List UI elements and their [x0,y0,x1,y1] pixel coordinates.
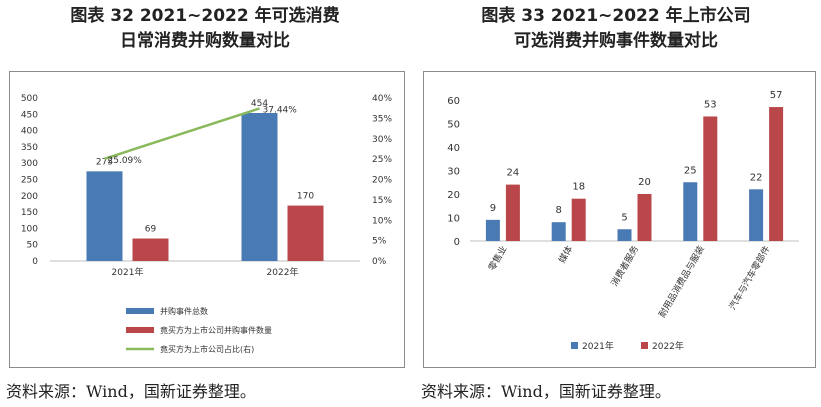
data-label: 275 [96,157,113,167]
data-label: 53 [704,99,717,110]
y-tick-label: 100 [21,224,38,234]
x-tick-label: 汽车与汽车零部件 [726,244,772,312]
data-label: 69 [145,225,157,235]
y-tick-label: 50 [27,241,39,251]
right-title-line2: 可选消费并购事件数量对比 [514,31,718,51]
bar [769,107,784,241]
y-tick-label: 40 [447,143,460,154]
x-tick-label: 2022年 [267,266,299,278]
y-tick-label: 50 [447,120,460,131]
data-label: 18 [572,182,585,193]
y-tick-label: 450 [21,110,38,120]
bar [505,184,520,241]
line-data-label: 37.44% [263,105,298,115]
y2-tick-label: 10% [372,216,392,226]
bar [749,189,764,241]
bar [703,116,718,241]
legend-label: 并购事件总数 [160,306,208,316]
data-label: 57 [770,90,783,101]
bar [86,171,123,261]
y2-tick-label: 30% [372,135,392,145]
y-tick-label: 250 [21,176,38,186]
y-tick-label: 400 [21,127,38,137]
left-chart-frame: 0 50 100 150 200 250 300 350 400 450 500 0% 5% 10% 15%… [9,71,405,368]
data-label: 20 [638,177,651,188]
bar [485,219,500,241]
bar [683,182,698,241]
y-tick-label: 350 [21,143,38,153]
left-chart: 0 50 100 150 200 250 300 350 400 450 500 0% 5% 10% 15%… [21,94,393,354]
y2-tick-label: 25% [372,155,392,165]
legend-swatch [126,308,154,314]
legend-label: 2021年 [582,340,614,352]
data-label: 454 [251,99,268,109]
y-tick-label: 20 [447,190,460,201]
y-tick-label: 10 [447,214,460,225]
y-tick-label: 0 [454,237,460,248]
bar [617,229,632,241]
bar [637,194,652,241]
data-label: 22 [750,172,763,183]
left-source-note: 资料来源：Wind，国新证券整理。 [6,382,256,401]
bar [551,222,566,241]
ratio-line [104,107,260,160]
right-title-line1: 图表 33 2021~2022 年上市公司 [481,6,751,26]
legend-label: 竟买方为上市公司并购事件数量 [160,325,272,335]
y2-tick-label: 15% [372,196,392,206]
x-tick-label: 消费者服务 [608,244,641,289]
x-tick-label: 媒体 [556,244,575,266]
data-label: 24 [507,168,520,179]
y2-tick-label: 0% [372,257,387,267]
y-tick-label: 0 [32,257,38,267]
right-chart: 0 10 20 30 40 50 60 9 24 零售业 8 18 媒体 5 20 消费者服务 25 53 耐用品消… [447,90,799,352]
legend-swatch [571,342,578,349]
bar [241,112,278,261]
y2-tick-label: 20% [372,176,392,186]
data-label: 25 [684,165,697,176]
legend-swatch [641,342,648,349]
y2-tick-label: 35% [372,114,392,124]
left-chart-title: 图表 32 2021~2022 年可选消费 日常消费并购数量对比 [0,4,410,54]
y2-tick-label: 40% [372,94,392,104]
x-tick-label: 2021年 [112,266,144,278]
left-title-line1: 图表 32 2021~2022 年可选消费 [70,6,340,26]
y-tick-label: 150 [21,208,38,218]
x-tick-label: 零售业 [486,244,510,273]
legend-swatch [126,327,154,333]
data-label: 8 [556,205,562,216]
y-tick-label: 300 [21,159,38,169]
right-chart-frame: 0 10 20 30 40 50 60 9 24 零售业 8 18 媒体 5 20 消费者服务 25 53 耐用品消… [423,71,816,368]
y-tick-label: 200 [21,192,38,202]
right-chart-title: 图表 33 2021~2022 年上市公司 可选消费并购事件数量对比 [411,4,821,54]
bar [132,238,169,261]
legend-label: 2022年 [652,340,684,352]
x-tick-label: 耐用品消费品与服装 [656,244,707,320]
line-data-label: 25.09% [108,156,143,166]
data-label: 9 [490,203,496,214]
data-label: 5 [621,212,627,223]
right-source-note: 资料来源：Wind，国新证券整理。 [421,382,671,401]
data-label: 170 [297,192,314,202]
y2-tick-label: 5% [372,237,387,247]
bar [287,205,324,261]
legend-label: 竟买方为上市公司占比(右) [160,344,254,354]
y-tick-label: 30 [447,167,460,178]
bar [571,198,586,241]
y-tick-label: 500 [21,94,38,104]
left-title-line2: 日常消费并购数量对比 [120,31,290,51]
y-tick-label: 60 [447,96,460,107]
